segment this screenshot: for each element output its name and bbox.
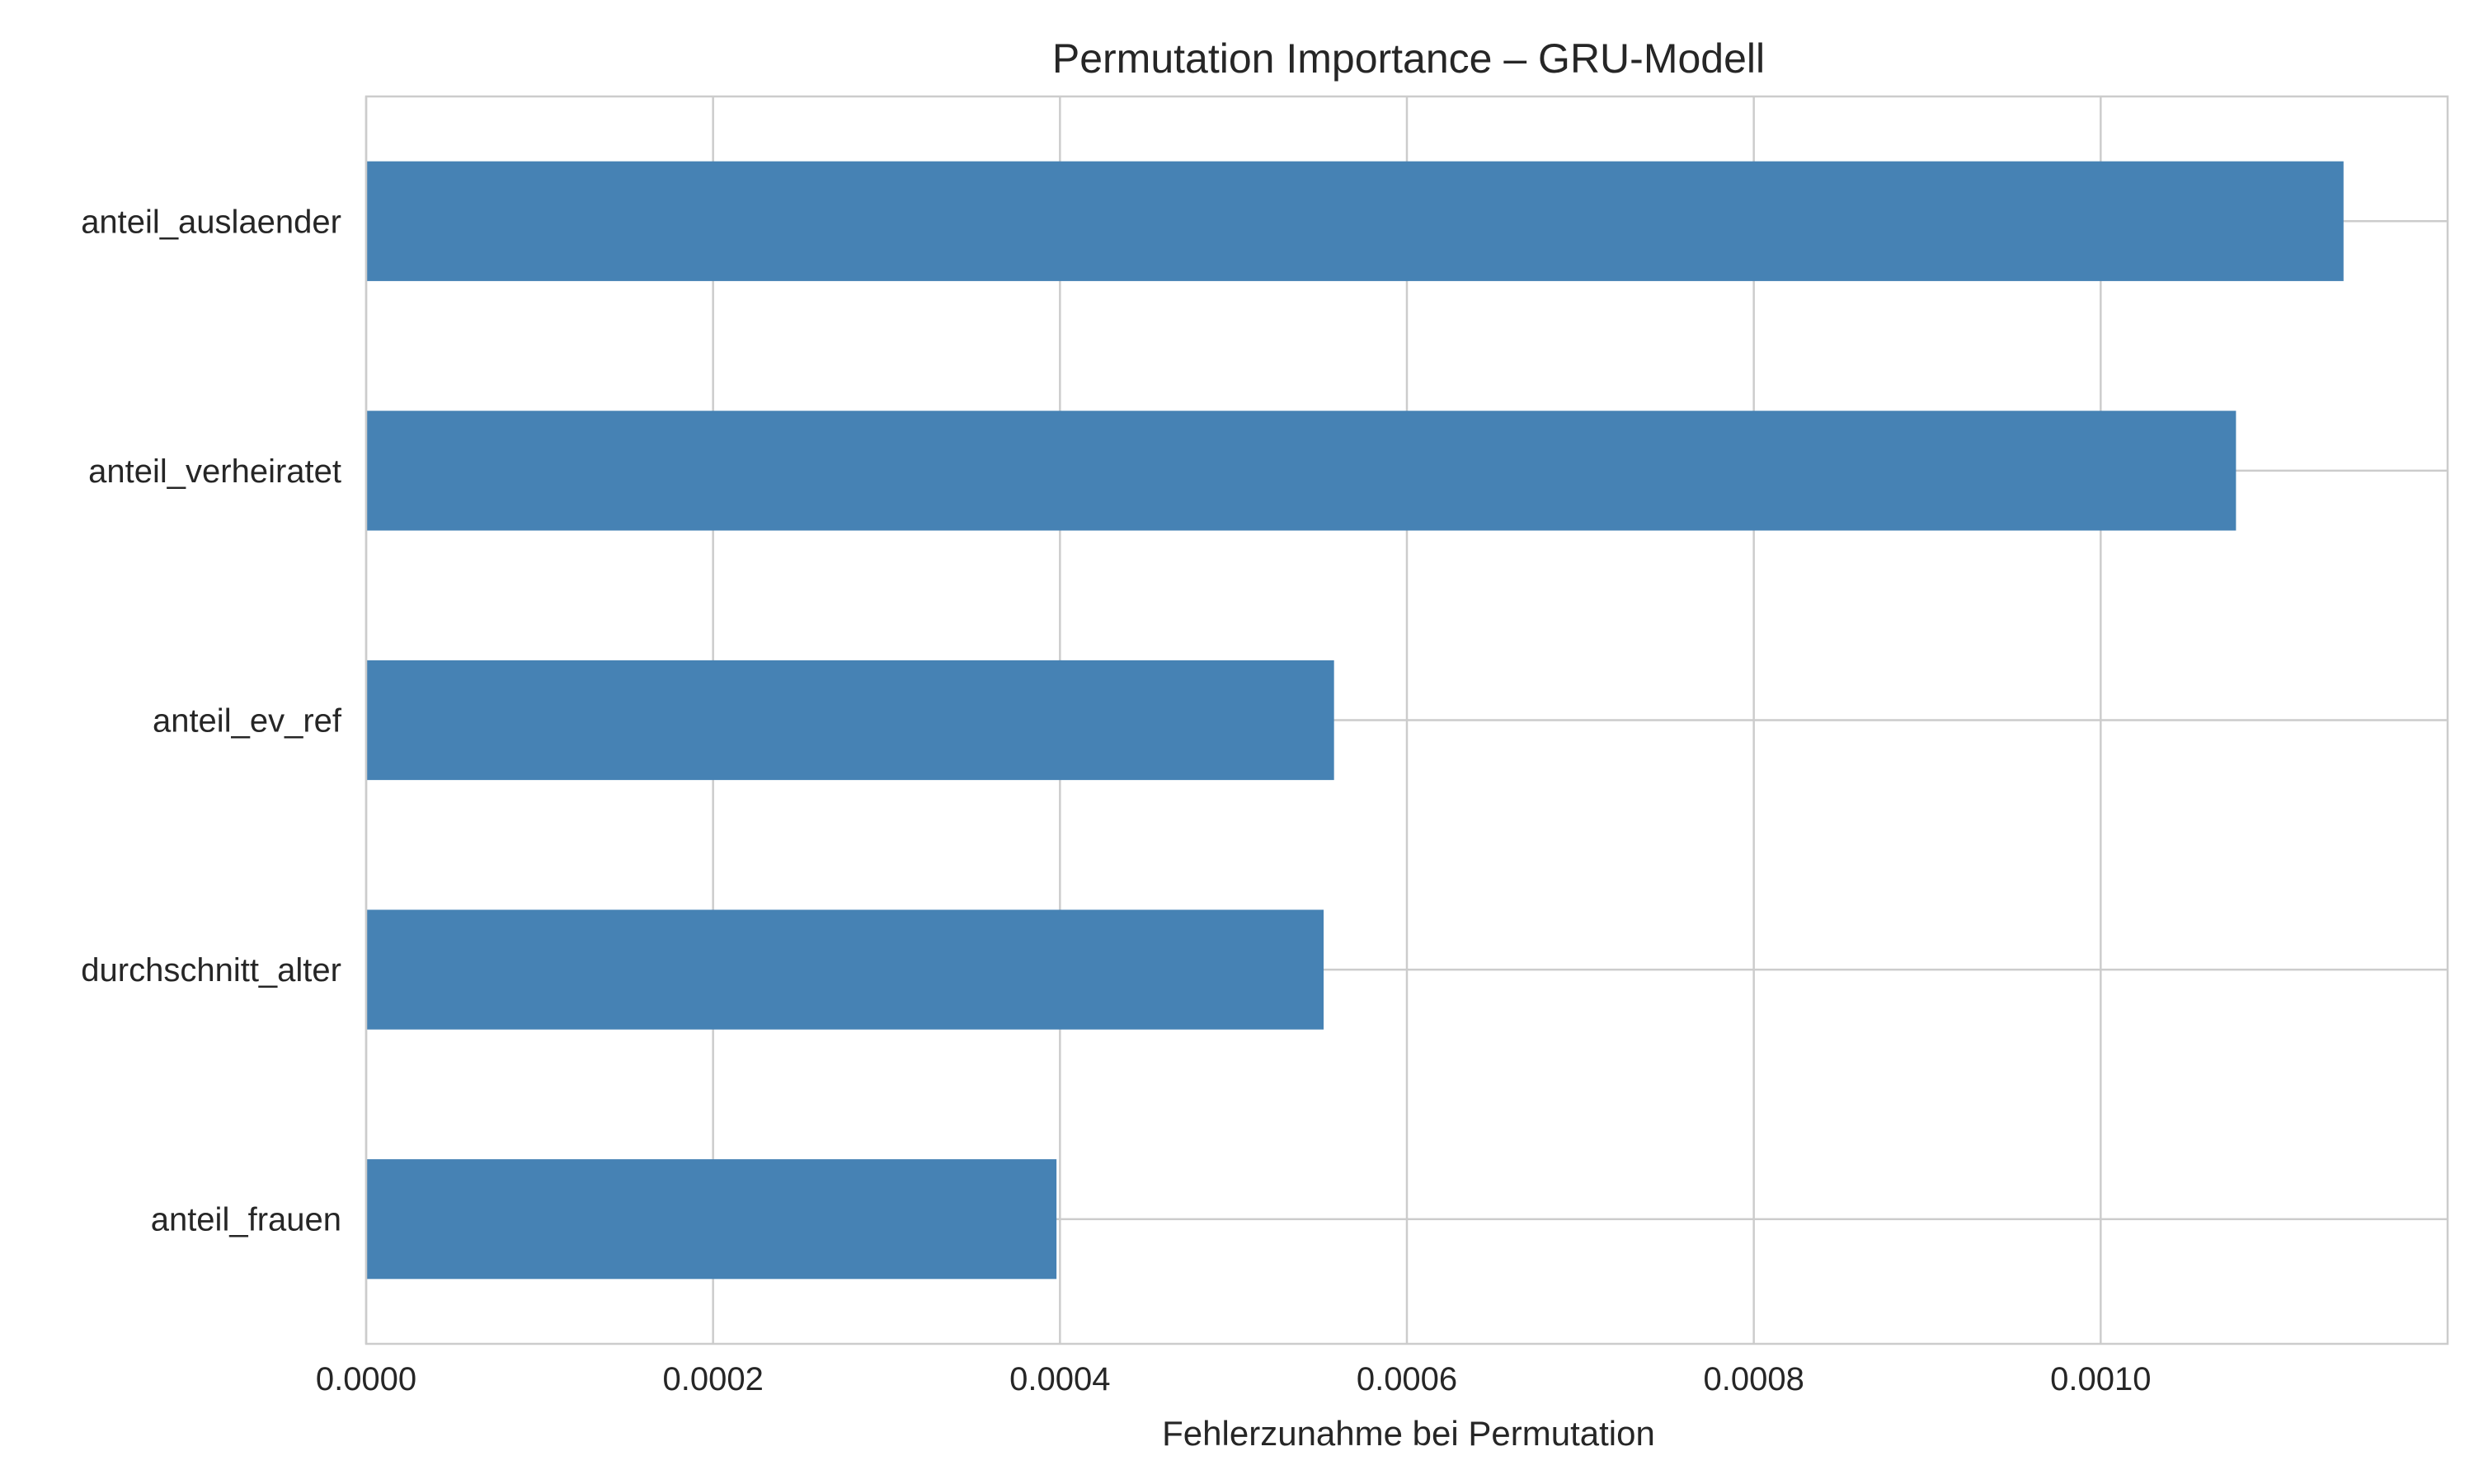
y-tick-label: durchschnitt_alter (81, 952, 341, 989)
x-tick-label: 0.0002 (662, 1361, 763, 1397)
bars-layer (366, 161, 2344, 1280)
x-tick-label: 0.0004 (1009, 1361, 1110, 1397)
bar-anteil-ev-ref (366, 660, 1334, 781)
bar-durchschnitt-alter (366, 909, 1324, 1030)
x-tick-labels: 0.0000 0.0002 0.0004 0.0006 0.0008 0.0010 (316, 1361, 2152, 1397)
y-tick-labels: anteil_auslaender anteil_verheiratetantei… (81, 204, 342, 1237)
x-tick-label: 0.0008 (1703, 1361, 1804, 1397)
x-axis-label: Fehlerzunahme bei Permutation (1162, 1414, 1655, 1453)
y-tick-label: anteil_ev_ref (153, 703, 342, 740)
x-tick-label: 0.0000 (316, 1361, 416, 1397)
y-tick-label: anteil_verheiratet (88, 453, 341, 490)
y-tick-label: anteil_frauen (151, 1202, 341, 1238)
y-tick-label: anteil_auslaender (81, 204, 341, 240)
x-tick-label: 0.0010 (2050, 1361, 2151, 1397)
bar-anteil-frauen (366, 1159, 1057, 1280)
chart-title: Permutation Importance – GRU-Modell (1052, 35, 1765, 82)
x-tick-label: 0.0006 (1357, 1361, 1457, 1397)
bar-anteil-verheiratet (366, 411, 2236, 531)
bar-anteil-auslaender (366, 161, 2344, 281)
plot-frame (365, 95, 2449, 1345)
